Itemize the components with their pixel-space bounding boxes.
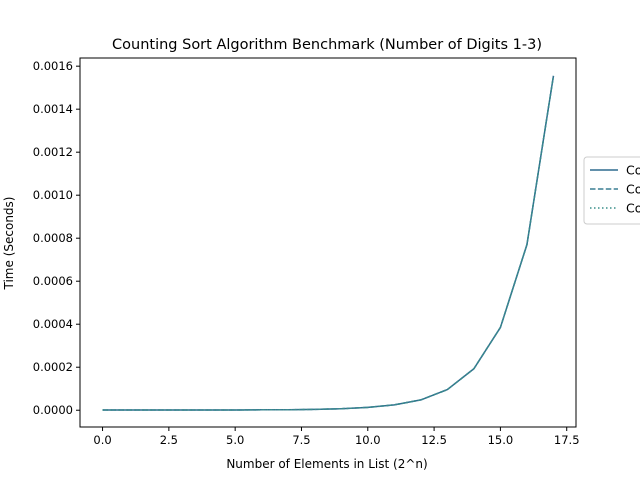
legend-box xyxy=(583,156,640,225)
y-tick-label: 0.0006 xyxy=(33,274,73,288)
series-line-1-solid xyxy=(102,75,555,411)
plot-frame xyxy=(79,57,577,428)
x-tick-label: 0.0 xyxy=(93,433,111,447)
y-tick-label: 0.0012 xyxy=(33,145,73,159)
x-tick-label: 15.0 xyxy=(488,433,514,447)
y-tick-label: 0.0004 xyxy=(33,317,73,331)
legend: Co Co Co xyxy=(583,156,640,225)
x-axis-label: Number of Elements in List (2^n) xyxy=(226,457,427,471)
y-tick-label: 0.0014 xyxy=(33,102,73,116)
legend-label: Co xyxy=(626,163,640,178)
x-tick-label: 12.5 xyxy=(421,433,447,447)
y-tick-label: 0.0010 xyxy=(33,188,73,202)
plot-area: 0.0 2.5 5.0 7.5 10.0 12.5 15.0 17.5 0.0000 0.0002… xyxy=(33,57,580,447)
y-tick-label: 0.0016 xyxy=(33,59,73,73)
x-tick-label: 7.5 xyxy=(292,433,310,447)
legend-label: Co xyxy=(626,182,640,197)
series-line-3-dotted xyxy=(102,75,555,411)
x-tick-label: 10.0 xyxy=(355,433,381,447)
series-line-2-dashed xyxy=(102,75,555,411)
x-tick-label: 5.0 xyxy=(226,433,244,447)
y-axis-label: Time (Seconds) xyxy=(2,197,16,291)
chart-title: Counting Sort Algorithm Benchmark (Numbe… xyxy=(112,37,542,53)
y-tick-label: 0.0008 xyxy=(33,231,73,245)
y-tick-label: 0.0000 xyxy=(33,403,73,417)
x-tick-label: 2.5 xyxy=(160,433,178,447)
x-tick-label: 17.5 xyxy=(554,433,580,447)
y-tick-label: 0.0002 xyxy=(33,360,73,374)
legend-label: Co xyxy=(626,201,640,216)
